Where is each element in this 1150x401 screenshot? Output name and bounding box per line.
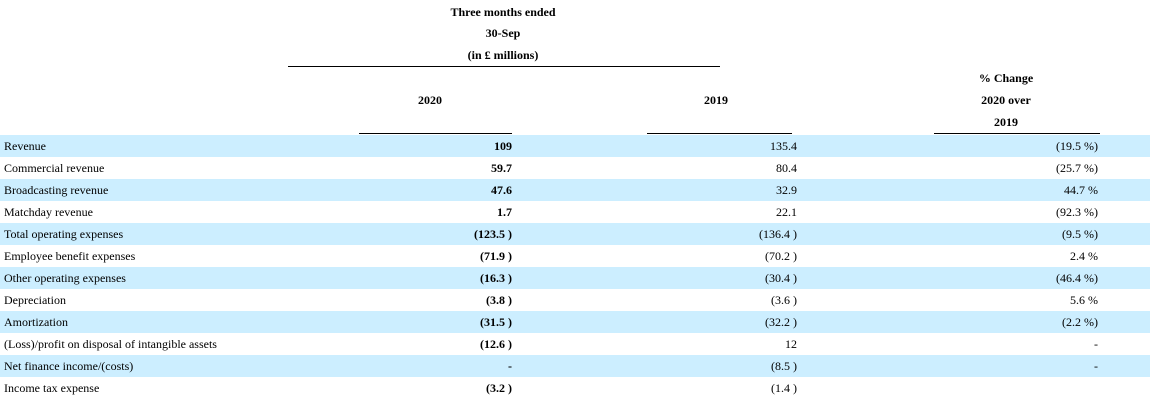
percent-change: (2.2 %)	[1062, 315, 1098, 329]
column-header-2020: 2020	[418, 93, 442, 107]
value-2020: (16.3 )	[480, 271, 512, 285]
value-2020: 109	[494, 139, 512, 153]
percent-change: (92.3 %)	[1056, 205, 1098, 219]
row-label: Commercial revenue	[4, 161, 105, 175]
row-label: Depreciation	[4, 293, 66, 307]
table-row: Amortization (31.5 ) (32.2 ) (2.2 %)	[0, 311, 1150, 333]
row-label: (Loss)/profit on disposal of intangible …	[4, 337, 217, 351]
percent-change: (9.5 %)	[1062, 227, 1098, 241]
value-2019: (1.4 )	[771, 381, 797, 395]
row-label: Other operating expenses	[4, 271, 126, 285]
row-label: Revenue	[4, 139, 46, 153]
value-2020: 1.7	[497, 205, 512, 219]
value-2019: (8.5 )	[771, 359, 797, 373]
table-row: Matchday revenue 1.7 22.1 (92.3 %)	[0, 201, 1150, 223]
table-row: Broadcasting revenue 47.6 32.9 44.7 %	[0, 179, 1150, 201]
table-row: Employee benefit expenses (71.9 ) (70.2 …	[0, 245, 1150, 267]
column-rule-2020	[359, 133, 512, 134]
row-label: Broadcasting revenue	[4, 183, 109, 197]
column-header-change-line3: 2019	[994, 115, 1018, 129]
value-2019: 135.4	[770, 139, 797, 153]
column-header-change-line1: % Change	[978, 71, 1034, 85]
percent-change: 2.4 %	[1070, 249, 1098, 263]
column-header-2019: 2019	[704, 93, 728, 107]
row-label: Employee benefit expenses	[4, 249, 136, 263]
percent-change: -	[1094, 359, 1098, 373]
table-row: Other operating expenses (16.3 ) (30.4 )…	[0, 267, 1150, 289]
column-rule-change	[934, 133, 1100, 134]
row-label: Matchday revenue	[4, 205, 93, 219]
value-2019: (136.4 )	[759, 227, 797, 241]
table-row: Income tax expense (3.2 ) (1.4 )	[0, 377, 1150, 399]
table-row: Revenue 109 135.4 (19.5 %)	[0, 135, 1150, 157]
row-label: Net finance income/(costs)	[4, 359, 134, 373]
period-heading-line2: 30-Sep	[485, 26, 521, 40]
row-label: Income tax expense	[4, 381, 100, 395]
value-2020: -	[508, 359, 512, 373]
value-2020: (12.6 )	[480, 337, 512, 351]
column-rule-2019	[647, 133, 792, 134]
table-row: (Loss)/profit on disposal of intangible …	[0, 333, 1150, 355]
value-2019: 12	[785, 337, 797, 351]
table-row: Net finance income/(costs) - (8.5 ) -	[0, 355, 1150, 377]
table-row: Depreciation (3.8 ) (3.6 ) 5.6 %	[0, 289, 1150, 311]
period-heading-rule	[288, 66, 720, 67]
value-2020: (3.8 )	[486, 293, 512, 307]
value-2019: (3.6 )	[771, 293, 797, 307]
value-2020: (123.5 )	[474, 227, 512, 241]
value-2020: (3.2 )	[486, 381, 512, 395]
value-2020: 47.6	[491, 183, 512, 197]
value-2019: (70.2 )	[765, 249, 797, 263]
value-2019: 22.1	[776, 205, 797, 219]
percent-change: (46.4 %)	[1056, 271, 1098, 285]
period-heading-units: (in £ millions)	[467, 48, 539, 62]
value-2020: (71.9 )	[480, 249, 512, 263]
row-label: Amortization	[4, 315, 68, 329]
percent-change: (25.7 %)	[1056, 161, 1098, 175]
value-2020: 59.7	[491, 161, 512, 175]
value-2019: (32.2 )	[765, 315, 797, 329]
percent-change	[868, 377, 1098, 399]
value-2020: (31.5 )	[480, 315, 512, 329]
column-header-change-line2: 2020 over	[981, 93, 1031, 107]
value-2019: 80.4	[776, 161, 797, 175]
value-2019: (30.4 )	[765, 271, 797, 285]
percent-change: 44.7 %	[1064, 183, 1098, 197]
table-row: Total operating expenses (123.5 ) (136.4…	[0, 223, 1150, 245]
percent-change: -	[1094, 337, 1098, 351]
percent-change: (19.5 %)	[1056, 139, 1098, 153]
percent-change: 5.6 %	[1070, 293, 1098, 307]
period-heading-line1: Three months ended	[450, 5, 556, 19]
value-2019: 32.9	[776, 183, 797, 197]
table-row: Commercial revenue 59.7 80.4 (25.7 %)	[0, 157, 1150, 179]
row-label: Total operating expenses	[4, 227, 124, 241]
